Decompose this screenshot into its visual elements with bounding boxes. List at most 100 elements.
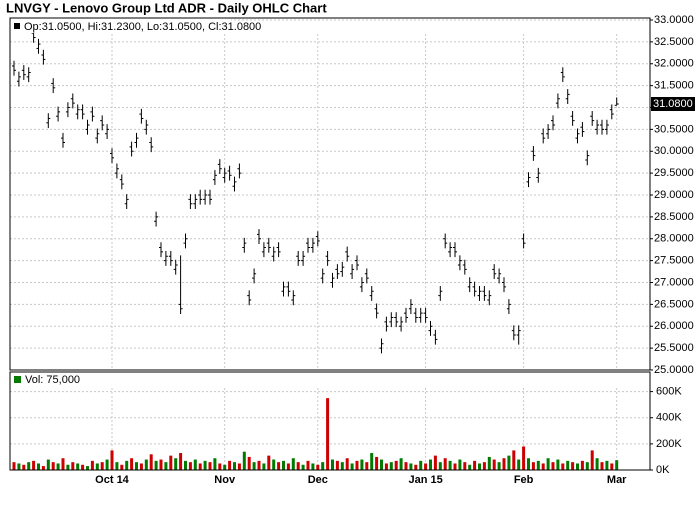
mark-layer — [12, 27, 619, 470]
volume-bar — [463, 462, 467, 470]
volume-bar — [585, 462, 589, 470]
volume-bar — [335, 460, 339, 470]
y-tick-label: 28.0000 — [654, 233, 694, 245]
y-tick-label: 29.0000 — [654, 189, 694, 201]
volume-bar — [32, 460, 36, 470]
volume-bar — [81, 464, 85, 470]
volume-bar — [27, 462, 31, 470]
volume-bar — [345, 458, 349, 470]
volume-bar — [580, 460, 584, 470]
volume-bar — [198, 463, 202, 470]
volume-bar — [566, 460, 570, 470]
last-price-label: 31.0800 — [653, 98, 693, 110]
volume-readout: Vol: 75,000 — [25, 374, 80, 386]
volume-bar — [267, 455, 271, 470]
volume-bar — [350, 463, 354, 470]
volume-bar — [76, 463, 80, 470]
y-tick-label: 26.0000 — [654, 320, 694, 332]
volume-bar — [46, 459, 50, 470]
volume-bar — [149, 454, 153, 470]
volume-bar — [600, 462, 604, 470]
y-tick-label: 25.0000 — [654, 364, 694, 376]
volume-bar — [595, 458, 599, 470]
volume-bar — [522, 446, 526, 470]
volume-bar — [389, 462, 393, 470]
price-header-bg — [11, 19, 231, 33]
volume-bar — [375, 456, 379, 470]
volume-bar — [517, 459, 521, 470]
volume-bar — [272, 459, 276, 470]
volume-bar — [443, 458, 447, 470]
volume-bar — [56, 463, 60, 470]
x-tick-label: Feb — [514, 474, 534, 486]
volume-legend-swatch — [14, 376, 21, 383]
volume-bar — [218, 463, 222, 470]
volume-bar — [380, 459, 383, 470]
y-tick-label: 400K — [656, 412, 682, 424]
volume-bar — [394, 460, 398, 470]
volume-bar — [615, 460, 619, 470]
volume-bar — [120, 464, 124, 470]
volume-bar — [590, 450, 594, 470]
volume-bar — [242, 451, 246, 470]
volume-bar — [458, 459, 462, 470]
y-tick-label: 29.5000 — [654, 167, 694, 179]
volume-bar — [448, 460, 452, 470]
volume-bar — [66, 464, 70, 470]
volume-bar — [453, 463, 457, 470]
y-tick-label: 27.0000 — [654, 276, 694, 288]
volume-bar — [360, 459, 364, 470]
volume-bar — [282, 460, 285, 470]
y-tick-label: 30.5000 — [654, 123, 694, 135]
volume-bar — [105, 459, 109, 470]
volume-bar — [17, 463, 21, 470]
volume-bar — [482, 462, 486, 470]
volume-bar — [306, 460, 310, 470]
volume-bar — [115, 462, 119, 470]
volume-bar — [429, 459, 432, 470]
x-tick-label: Oct 14 — [95, 474, 130, 486]
chart-title: LNVGY - Lenovo Group Ltd ADR - Daily OHL… — [6, 0, 327, 15]
volume-bar — [571, 462, 575, 470]
x-tick-label: Nov — [214, 474, 236, 486]
volume-bar — [546, 458, 550, 470]
volume-bar — [326, 398, 330, 470]
volume-bar — [561, 463, 565, 470]
volume-bar — [296, 462, 300, 470]
volume-bar — [409, 463, 413, 470]
volume-bar — [12, 462, 16, 470]
volume-bar — [130, 458, 134, 470]
volume-bar — [237, 463, 241, 470]
volume-bar — [208, 462, 212, 470]
x-tick-label: Dec — [308, 474, 328, 486]
volume-bar — [311, 463, 315, 470]
volume-bar — [188, 462, 192, 470]
volume-bar — [252, 462, 256, 470]
volume-bar — [228, 460, 232, 470]
y-tick-label: 32.0000 — [654, 58, 694, 70]
volume-bar — [100, 462, 104, 470]
volume-bar — [556, 459, 560, 470]
x-tick-label: Jan 15 — [408, 474, 442, 486]
volume-bar — [487, 456, 491, 470]
y-tick-label: 30.0000 — [654, 145, 694, 157]
volume-bar — [355, 460, 359, 470]
volume-bar — [478, 463, 481, 470]
volume-bar — [365, 462, 369, 470]
volume-bar — [497, 462, 501, 470]
ohlc-readout: Op:31.0500, Hi:31.2300, Lo:31.0500, Cl:3… — [24, 21, 261, 33]
volume-bar — [316, 464, 320, 470]
volume-bar — [424, 463, 428, 470]
volume-bar — [22, 464, 26, 470]
volume-bar — [179, 453, 183, 470]
y-tick-label: 32.5000 — [654, 36, 694, 48]
volume-bar — [95, 463, 99, 470]
volume-bar — [233, 462, 236, 470]
volume-bar — [90, 460, 94, 470]
volume-bar — [41, 466, 45, 470]
y-tick-label: 200K — [656, 438, 682, 450]
volume-bar — [169, 455, 173, 470]
volume-bar — [536, 460, 540, 470]
volume-bar — [144, 459, 148, 470]
